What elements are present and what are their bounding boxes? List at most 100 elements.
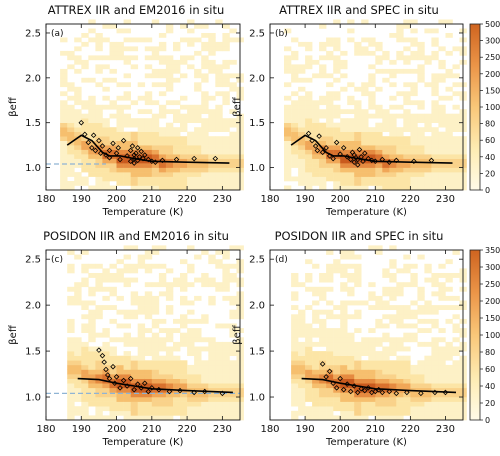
heatmap-cell <box>158 410 167 416</box>
heatmap-cell <box>403 163 411 168</box>
heatmap-cell <box>354 50 362 56</box>
heatmap-cell <box>326 387 334 393</box>
heatmap-cell <box>431 378 439 384</box>
heatmap-cell <box>158 291 167 297</box>
heatmap-cell <box>208 41 216 47</box>
mean-curve <box>290 134 453 164</box>
heatmap-cell <box>109 410 117 416</box>
heatmap-cell <box>102 286 110 292</box>
heatmap-cell <box>222 282 230 288</box>
heatmap-cell <box>340 309 348 315</box>
heatmap-cell <box>319 149 327 155</box>
heatmap-cell <box>95 68 103 74</box>
heatmap-cell <box>305 167 313 173</box>
heatmap-cell <box>229 346 237 352</box>
heatmap-cell <box>130 37 139 43</box>
heatmap-cell <box>74 131 82 137</box>
heatmap-cell <box>368 64 376 70</box>
heatmap-cell <box>298 392 306 398</box>
heatmap-cell <box>354 277 362 283</box>
heatmap-cell <box>312 378 320 384</box>
heatmap-cell <box>165 374 174 379</box>
heatmap-cell <box>229 323 237 329</box>
panel-a-plot: 180 190 200 210 220 2301.01.52.02.5Temperatur… <box>8 19 244 218</box>
heatmap-cell <box>389 154 397 159</box>
heatmap-cell <box>123 369 131 375</box>
heatmap-cell <box>116 309 124 315</box>
heatmap-cell <box>187 104 195 110</box>
heatmap-cell <box>201 131 209 137</box>
heatmap-cell <box>187 378 195 384</box>
heatmap-cell <box>201 127 209 132</box>
heatmap-cell <box>312 154 320 159</box>
heatmap-cell <box>340 250 348 255</box>
heatmap-cell <box>382 118 390 123</box>
heatmap-cell <box>81 163 89 168</box>
heatmap-cell <box>123 140 131 146</box>
heatmap-cell <box>102 332 110 338</box>
heatmap-cell <box>326 346 334 352</box>
heatmap-cell <box>389 314 397 320</box>
heatmap-cell <box>431 374 439 379</box>
heatmap-cell <box>312 131 320 137</box>
heatmap-cell <box>340 263 348 269</box>
heatmap-cell <box>291 176 299 182</box>
heatmap-cell <box>60 118 68 123</box>
heatmap-cell <box>180 277 188 283</box>
heatmap-cell <box>452 104 460 110</box>
heatmap-cell <box>431 28 439 34</box>
data-point <box>326 153 333 159</box>
heatmap-cell <box>312 263 320 269</box>
heatmap-cell <box>410 163 418 168</box>
heatmap-cell <box>361 131 369 137</box>
heatmap-cell <box>194 397 202 402</box>
data-point <box>166 388 173 395</box>
heatmap-cell <box>431 369 439 375</box>
heatmap-cell <box>95 378 103 384</box>
heatmap-cell <box>109 387 117 393</box>
heatmap-cell <box>298 387 306 393</box>
heatmap-cell <box>158 91 167 97</box>
heatmap-cell <box>116 378 124 384</box>
heatmap-cell <box>319 374 327 379</box>
heatmap-cell <box>305 46 313 52</box>
heatmap-cell <box>144 401 153 407</box>
data-point <box>365 385 372 391</box>
heatmap-cell <box>326 50 334 56</box>
data-point <box>326 368 333 375</box>
heatmap-cell <box>396 140 404 146</box>
heatmap-cell <box>81 383 89 389</box>
heatmap-cell <box>396 346 404 352</box>
panel-c-plot: 180 190 200 210 220 2301.01.52.02.5Temperatur… <box>8 245 244 448</box>
heatmap-cell <box>144 172 153 177</box>
heatmap-cell <box>194 364 202 370</box>
heatmap-cell <box>74 46 82 52</box>
heatmap-cell <box>229 158 237 164</box>
heatmap-cell <box>201 136 209 141</box>
heatmap-cell <box>116 369 124 375</box>
heatmap-cell <box>340 328 348 333</box>
heatmap-cell <box>284 104 292 110</box>
heatmap-cell <box>88 109 96 114</box>
heatmap-cell <box>201 109 209 114</box>
heatmap-cell <box>109 185 117 191</box>
heatmap-cell <box>382 181 390 186</box>
heatmap-cell <box>305 410 313 416</box>
heatmap-cell <box>305 122 313 128</box>
heatmap-cell <box>305 415 313 421</box>
heatmap-cell <box>347 387 355 393</box>
heatmap-cell <box>347 364 355 370</box>
heatmap-cell <box>333 401 341 407</box>
heatmap-cell <box>208 158 216 164</box>
heatmap-cell <box>438 122 446 128</box>
heatmap-cell <box>229 163 237 168</box>
heatmap-cell <box>298 100 306 106</box>
heatmap-cell <box>116 50 124 56</box>
heatmap-cell <box>180 374 188 379</box>
heatmap-cell <box>438 305 446 310</box>
heatmap-cell <box>396 291 404 297</box>
in-situ-points <box>305 130 435 168</box>
heatmap-cell <box>144 55 153 61</box>
heatmap-cell <box>187 263 195 269</box>
heatmap-cell <box>452 378 460 384</box>
